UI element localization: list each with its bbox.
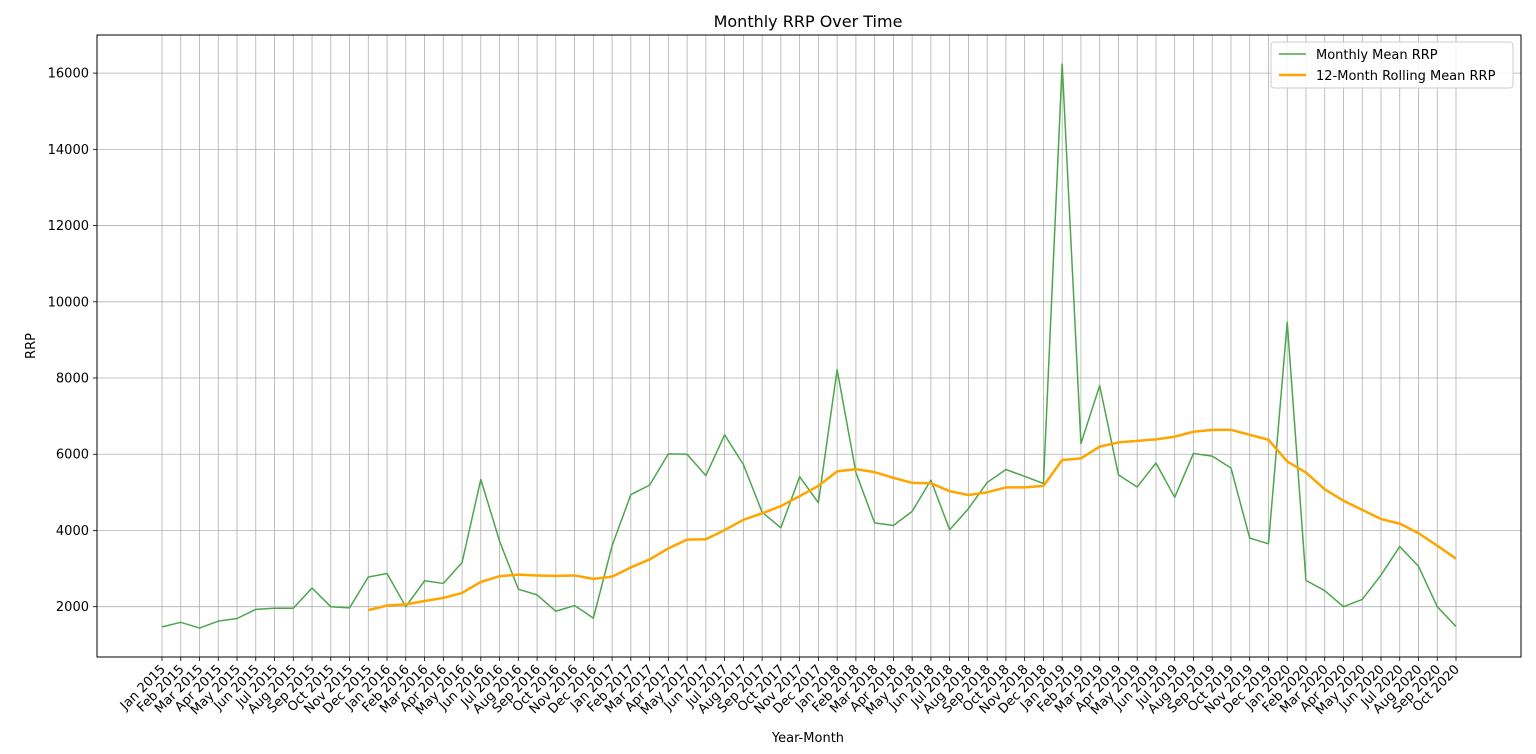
series-rolling-mean-line <box>367 428 1457 612</box>
y-axis-label: RRP <box>24 333 39 359</box>
y-tick-label: 4000 <box>56 524 89 539</box>
y-tick-label: 2000 <box>56 600 89 615</box>
plot-frame <box>96 34 1522 658</box>
y-tick-label: 10000 <box>48 295 89 310</box>
y-tick-label: 16000 <box>48 67 89 82</box>
series-rolling-mean-line-group <box>367 428 1457 612</box>
chart-title: Monthly RRP Over Time <box>714 12 903 31</box>
grid <box>97 35 1521 657</box>
y-tick-label: 8000 <box>56 372 89 387</box>
x-axis-label: Year-Month <box>771 731 844 746</box>
legend-label-monthly-mean: Monthly Mean RRP <box>1316 48 1438 63</box>
y-tick-label: 6000 <box>56 448 89 463</box>
legend-box <box>1270 41 1514 89</box>
legend-label-rolling-mean: 12-Month Rolling Mean RRP <box>1316 69 1496 84</box>
y-tick-label: 12000 <box>48 219 89 234</box>
y-tick-label: 14000 <box>48 143 89 158</box>
series-group <box>161 63 1457 629</box>
y-axis: 2000 4000 6000 8000 10000 12000 14000 16000 <box>48 67 97 615</box>
legend: Monthly Mean RRP 12-Month Rolling Mean R… <box>1270 41 1514 89</box>
